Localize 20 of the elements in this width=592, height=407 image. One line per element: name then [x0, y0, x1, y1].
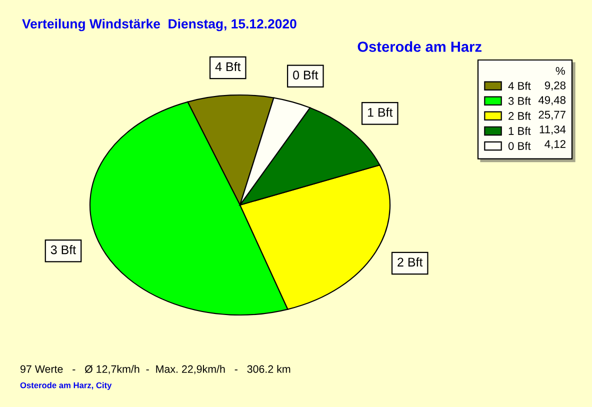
- legend-label: 3 Bft: [508, 96, 531, 105]
- data-label: 49,48: [538, 96, 566, 106]
- slice-label: 3 Bft: [50, 245, 76, 254]
- legend-label: 0 Bft: [508, 142, 531, 150]
- slice-label: 2 Bft: [398, 257, 423, 267]
- slice-label: 1 Bft: [368, 108, 393, 117]
- chart-title: Verteilung Windstärke Dienstag, 15.12.2020: [22, 18, 296, 32]
- legend-title: %: [556, 67, 565, 75]
- text: 97 Werte - Ø 12,7km/h - Max. 22,9km/h - 306.2 km: [20, 365, 290, 374]
- slice-label: 4 Bft: [215, 62, 241, 72]
- text: Osterode am Harz, City: [20, 382, 112, 390]
- legend-label: 4 Bft: [508, 82, 531, 90]
- legend-label: 1 Bft: [508, 126, 531, 135]
- slice-label: 0 Bft: [293, 70, 318, 80]
- data-label: 9,28: [544, 81, 566, 91]
- data-label: 11,34: [540, 125, 566, 135]
- chart-subtitle: Osterode am Harz: [358, 41, 482, 52]
- data-label: 25,77: [538, 110, 566, 120]
- legend-label: 2 Bft: [508, 112, 531, 120]
- data-label: 4,12: [544, 140, 566, 150]
